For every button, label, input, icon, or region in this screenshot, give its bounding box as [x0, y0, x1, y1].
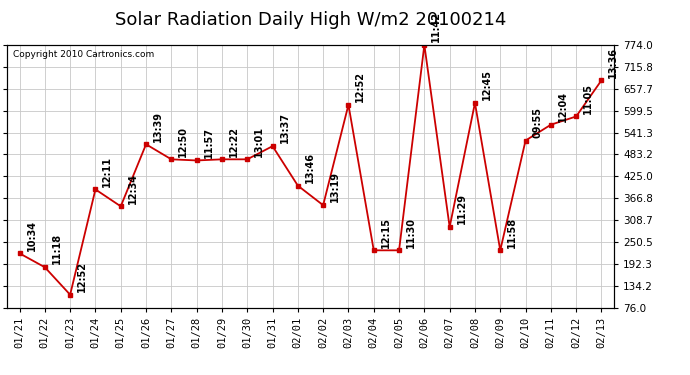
Text: 10:34: 10:34 — [26, 220, 37, 251]
Text: 12:04: 12:04 — [558, 91, 568, 122]
Text: 12:45: 12:45 — [482, 69, 492, 100]
Text: 11:42: 11:42 — [431, 11, 442, 42]
Text: 13:46: 13:46 — [305, 152, 315, 183]
Text: 11:29: 11:29 — [457, 193, 466, 224]
Text: 13:01: 13:01 — [254, 126, 264, 156]
Text: 12:15: 12:15 — [381, 216, 391, 248]
Text: 12:34: 12:34 — [128, 172, 138, 204]
Text: 13:19: 13:19 — [330, 171, 340, 202]
Text: 13:39: 13:39 — [153, 111, 163, 141]
Text: Copyright 2010 Cartronics.com: Copyright 2010 Cartronics.com — [13, 50, 155, 59]
Text: 12:52: 12:52 — [77, 261, 87, 292]
Text: 13:36: 13:36 — [609, 46, 618, 78]
Text: 12:11: 12:11 — [102, 156, 112, 187]
Text: 11:30: 11:30 — [406, 216, 416, 248]
Text: Solar Radiation Daily High W/m2 20100214: Solar Radiation Daily High W/m2 20100214 — [115, 11, 506, 29]
Text: 09:55: 09:55 — [533, 107, 542, 138]
Text: 11:57: 11:57 — [204, 127, 214, 158]
Text: 13:37: 13:37 — [279, 112, 290, 143]
Text: 11:05: 11:05 — [583, 82, 593, 114]
Text: 12:22: 12:22 — [229, 126, 239, 156]
Text: 11:18: 11:18 — [52, 233, 62, 264]
Text: 12:52: 12:52 — [355, 71, 366, 102]
Text: 11:58: 11:58 — [507, 216, 518, 248]
Text: 12:50: 12:50 — [178, 126, 188, 156]
